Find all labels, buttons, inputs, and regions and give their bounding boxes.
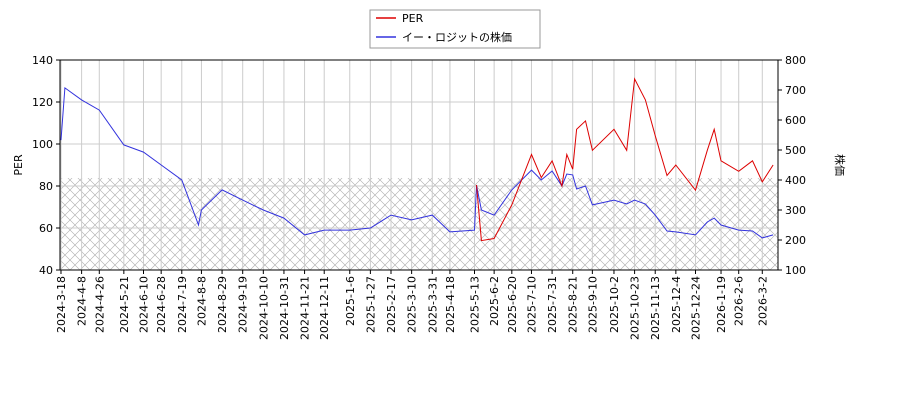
x-tick-label: 2025-10-23	[629, 276, 642, 340]
x-tick-label: 2025-6-20	[506, 276, 519, 333]
y2-tick-label: 600	[785, 114, 806, 127]
x-tick-label: 2025-12-4	[670, 276, 683, 333]
y2-tick-label: 800	[785, 54, 806, 67]
x-tick-label: 2025-1-6	[344, 276, 357, 326]
y-tick-label: 80	[39, 180, 53, 193]
y-tick-label: 140	[32, 54, 53, 67]
x-tick-label: 2026-3-2	[756, 276, 769, 326]
y-axis-label: PER	[12, 154, 25, 176]
series-line	[476, 77, 774, 242]
x-tick-label: 2024-7-19	[176, 276, 189, 333]
x-tick-label: 2025-12-24	[689, 276, 702, 340]
y2-tick-label: 700	[785, 84, 806, 97]
x-tick-label: 2024-6-10	[137, 276, 150, 333]
y-tick-label: 120	[32, 96, 53, 109]
x-tick-label: 2025-11-13	[649, 276, 662, 340]
x-tick-label: 2024-6-28	[155, 276, 168, 333]
x-tick-label: 2024-8-29	[216, 276, 229, 333]
y2-axis-label: 株価	[833, 154, 847, 176]
x-tick-label: 2024-3-18	[55, 276, 68, 333]
x-tick-label: 2024-10-10	[257, 276, 270, 340]
x-tick-label: 2025-9-10	[586, 276, 599, 333]
legend-label: PER	[402, 12, 424, 25]
x-tick-label: 2025-2-17	[385, 276, 398, 333]
x-tick-label: 2025-5-13	[468, 276, 481, 333]
x-tick-label: 2024-4-26	[93, 276, 106, 333]
y-tick-label: 100	[32, 138, 53, 151]
x-tick-label: 2024-5-21	[118, 276, 131, 333]
x-tick-label: 2026-2-6	[733, 276, 746, 326]
x-tick-label: 2024-4-8	[76, 276, 89, 326]
y2-tick-label: 300	[785, 204, 806, 217]
x-tick-label: 2025-6-2	[488, 276, 501, 326]
y2-tick-label: 400	[785, 174, 806, 187]
plot-frame	[59, 59, 779, 271]
x-tick-label: 2025-7-31	[546, 276, 559, 333]
y2-tick-label: 100	[785, 264, 806, 277]
x-tick-label: 2025-4-18	[444, 276, 457, 333]
x-tick-label: 2025-10-2	[608, 276, 621, 333]
x-tick-label: 2024-10-31	[278, 276, 291, 340]
x-tick-label: 2024-11-21	[299, 276, 312, 340]
y-tick-label: 40	[39, 264, 53, 277]
y2-tick-label: 500	[785, 144, 806, 157]
y2-tick-label: 200	[785, 234, 806, 247]
x-tick-label: 2024-12-11	[318, 276, 331, 340]
x-tick-label: 2025-8-21	[567, 276, 580, 333]
series-line	[60, 86, 774, 239]
x-tick-label: 2025-7-10	[525, 276, 538, 333]
legend-label: イー・ロジットの株価	[402, 30, 512, 44]
legend	[369, 9, 541, 49]
x-tick-label: 2026-1-19	[715, 276, 728, 333]
hatch-area	[60, 178, 778, 270]
x-tick-label: 2025-1-27	[364, 276, 377, 333]
x-tick-label: 2024-9-19	[237, 276, 250, 333]
x-tick-label: 2025-3-31	[426, 276, 439, 333]
x-tick-label: 2025-3-10	[406, 276, 419, 333]
y-tick-label: 60	[39, 222, 53, 235]
x-tick-label: 2024-8-8	[195, 276, 208, 326]
